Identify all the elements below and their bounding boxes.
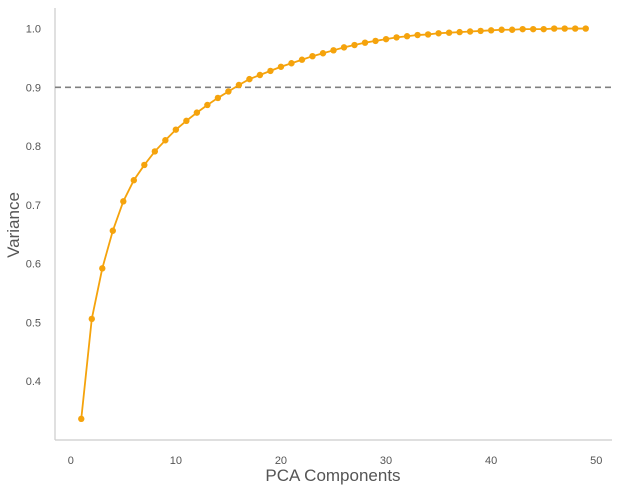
y-axis-title: Variance (4, 192, 23, 258)
y-tick-label: 0.6 (26, 259, 41, 271)
data-point (78, 415, 85, 423)
data-point (529, 25, 537, 33)
data-point (141, 161, 148, 169)
data-point (151, 148, 159, 155)
data-point (109, 227, 117, 234)
data-point (403, 33, 411, 40)
data-point (477, 27, 484, 35)
x-tick-label: 10 (170, 455, 182, 467)
axes (54, 8, 612, 441)
data-point (424, 31, 432, 38)
data-point (393, 34, 400, 41)
data-point (540, 25, 547, 33)
x-tick-label: 40 (485, 455, 497, 467)
data-point (256, 71, 264, 79)
data-point (183, 117, 190, 125)
data-point (498, 26, 505, 33)
data-point (120, 198, 127, 205)
data-point (456, 28, 463, 36)
x-tick-label: 50 (590, 455, 602, 467)
y-tick-label: 0.5 (26, 317, 41, 329)
series-layer (78, 25, 589, 423)
x-tick-label: 30 (380, 455, 392, 467)
data-point (298, 56, 306, 63)
data-point (550, 25, 558, 32)
data-point (88, 315, 95, 323)
data-point (204, 101, 211, 109)
y-tick-label: 0.9 (26, 82, 41, 94)
data-point (172, 126, 180, 133)
data-point (361, 39, 369, 46)
data-point (508, 26, 516, 33)
data-point (351, 41, 358, 49)
data-point (572, 25, 579, 32)
data-point (130, 177, 138, 184)
y-tick-label: 0.4 (26, 376, 41, 388)
data-point (214, 94, 222, 102)
data-point (99, 265, 106, 272)
y-tick-label: 0.7 (26, 200, 41, 212)
data-point (519, 25, 526, 33)
data-point (246, 75, 253, 83)
data-point (561, 25, 568, 32)
data-point (466, 28, 474, 35)
data-point (319, 50, 327, 57)
data-point (340, 44, 348, 51)
data-point (309, 52, 316, 60)
data-point (414, 31, 421, 39)
x-tick-label: 20 (275, 455, 287, 467)
data-point (445, 29, 453, 36)
data-point (330, 47, 337, 54)
data-point (582, 25, 589, 32)
data-point (435, 30, 442, 37)
data-point (288, 60, 295, 67)
data-point (235, 81, 243, 89)
data-point (372, 37, 379, 45)
data-point (225, 88, 232, 95)
y-tick-label: 1.0 (26, 24, 41, 36)
y-tick-label: 0.8 (26, 141, 41, 153)
data-point (382, 35, 390, 43)
data-point (267, 67, 274, 75)
data-point (162, 137, 169, 144)
x-axis-title: PCA Components (265, 466, 400, 485)
data-point (487, 27, 495, 34)
data-point (193, 109, 201, 116)
x-tick-label: 0 (68, 455, 74, 467)
data-point (277, 63, 285, 70)
tick-labels: 0 10 20 30 40 50 0.4 0.5 0.6 0.7 0.8 0.9 1.0 (26, 24, 603, 467)
